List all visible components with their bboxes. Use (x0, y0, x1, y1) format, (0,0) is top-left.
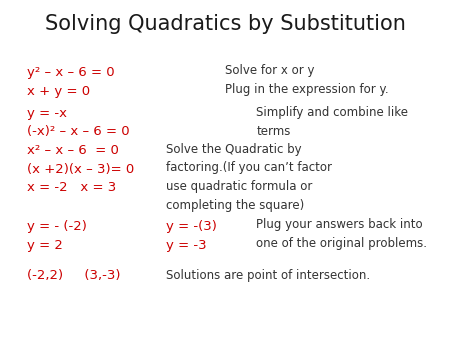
Text: Solve the Quadratic by: Solve the Quadratic by (166, 143, 302, 156)
Text: x = -2   x = 3: x = -2 x = 3 (27, 181, 116, 194)
Text: Simplify and combine like: Simplify and combine like (256, 106, 409, 119)
Text: one of the original problems.: one of the original problems. (256, 237, 428, 250)
Text: (x +2)(x – 3)= 0: (x +2)(x – 3)= 0 (27, 163, 134, 175)
Text: y² – x – 6 = 0: y² – x – 6 = 0 (27, 66, 115, 79)
Text: use quadratic formula or: use quadratic formula or (166, 180, 313, 193)
Text: y = -x: y = -x (27, 107, 67, 120)
Text: y = - (-2): y = - (-2) (27, 220, 87, 233)
Text: Plug in the expression for y.: Plug in the expression for y. (225, 83, 389, 96)
Text: x + y = 0: x + y = 0 (27, 85, 90, 98)
Text: Solutions are point of intersection.: Solutions are point of intersection. (166, 269, 371, 282)
Text: (-2,2)     (3,-3): (-2,2) (3,-3) (27, 269, 121, 282)
Text: factoring.(If you canʼt factor: factoring.(If you canʼt factor (166, 162, 333, 174)
Text: y = -(3): y = -(3) (166, 220, 217, 233)
Text: Solve for x or y: Solve for x or y (225, 65, 315, 77)
Text: terms: terms (256, 125, 291, 138)
Text: completing the square): completing the square) (166, 199, 305, 212)
Text: y = -3: y = -3 (166, 239, 207, 251)
Text: Plug your answers back into: Plug your answers back into (256, 218, 423, 231)
Text: (-x)² – x – 6 = 0: (-x)² – x – 6 = 0 (27, 125, 130, 138)
Text: x² – x – 6  = 0: x² – x – 6 = 0 (27, 144, 119, 157)
Text: Solving Quadratics by Substitution: Solving Quadratics by Substitution (45, 14, 405, 33)
Text: y = 2: y = 2 (27, 239, 63, 251)
